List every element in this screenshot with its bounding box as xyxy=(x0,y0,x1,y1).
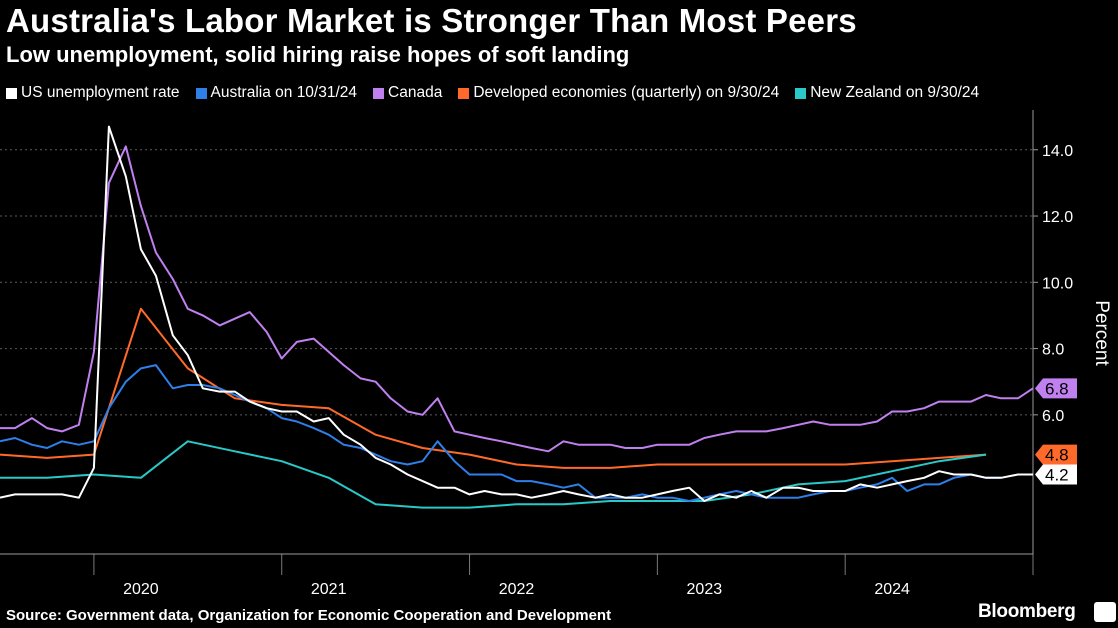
end-tag-developed-shape xyxy=(1035,444,1077,465)
page-title: Australia's Labor Market is Stronger Tha… xyxy=(6,2,857,39)
series-line-developed xyxy=(0,307,987,469)
series-line-canada xyxy=(0,145,1034,453)
source-note: Source: Government data, Organization fo… xyxy=(6,607,612,624)
legend-item-new-zealand: New Zealand on 9/30/24 xyxy=(795,84,979,102)
y-axis-title: Percent xyxy=(1091,300,1112,366)
y-tick-label: 6.0 xyxy=(1042,408,1064,425)
x-tick-label: 2020 xyxy=(123,581,159,598)
legend-label-australia: Australia on 10/31/24 xyxy=(210,84,358,101)
legend-label-canada: Canada xyxy=(388,84,443,101)
end-tag-us-shape xyxy=(1035,464,1077,485)
legend-item-us: US unemployment rate xyxy=(6,84,180,102)
x-tick-label: 2024 xyxy=(874,581,910,598)
x-tick-label: 2021 xyxy=(311,581,347,598)
y-tick-label: 10.0 xyxy=(1042,275,1073,292)
bloomberg-terminal-icon xyxy=(1094,602,1116,622)
series-line-new-zealand xyxy=(0,440,987,509)
legend-swatch-new-zealand xyxy=(795,87,807,99)
legend-item-canada: Canada xyxy=(373,84,442,102)
legend-item-developed: Developed economies (quarterly) on 9/30/… xyxy=(458,84,779,102)
end-tag-canada-label: 6.8 xyxy=(1045,379,1069,398)
legend-swatch-developed xyxy=(458,87,470,99)
end-tag-developed-label: 4.8 xyxy=(1045,446,1069,465)
bloomberg-logo: Bloomberg xyxy=(978,601,1076,622)
y-tick-label: 8.0 xyxy=(1042,342,1064,359)
legend-swatch-australia xyxy=(195,87,207,99)
chart-legend: US unemployment rate Australia on 10/31/… xyxy=(6,84,995,102)
legend-label-developed: Developed economies (quarterly) on 9/30/… xyxy=(473,84,780,101)
series-line-us xyxy=(0,125,1033,502)
x-tick-label: 2022 xyxy=(499,581,535,598)
legend-label-us: US unemployment rate xyxy=(21,84,180,101)
end-tag-us-label: 4.2 xyxy=(1045,465,1069,484)
y-tick-label: 12.0 xyxy=(1042,209,1073,226)
end-tag-canada-shape xyxy=(1035,378,1077,399)
legend-item-australia: Australia on 10/31/24 xyxy=(195,84,358,102)
page-subtitle: Low unemployment, solid hiring raise hop… xyxy=(6,42,630,67)
legend-label-new-zealand: New Zealand on 9/30/24 xyxy=(810,84,980,101)
y-tick-label: 14.0 xyxy=(1042,143,1073,160)
legend-swatch-us xyxy=(6,87,17,99)
x-tick-label: 2023 xyxy=(687,581,723,598)
legend-swatch-canada xyxy=(373,87,385,99)
